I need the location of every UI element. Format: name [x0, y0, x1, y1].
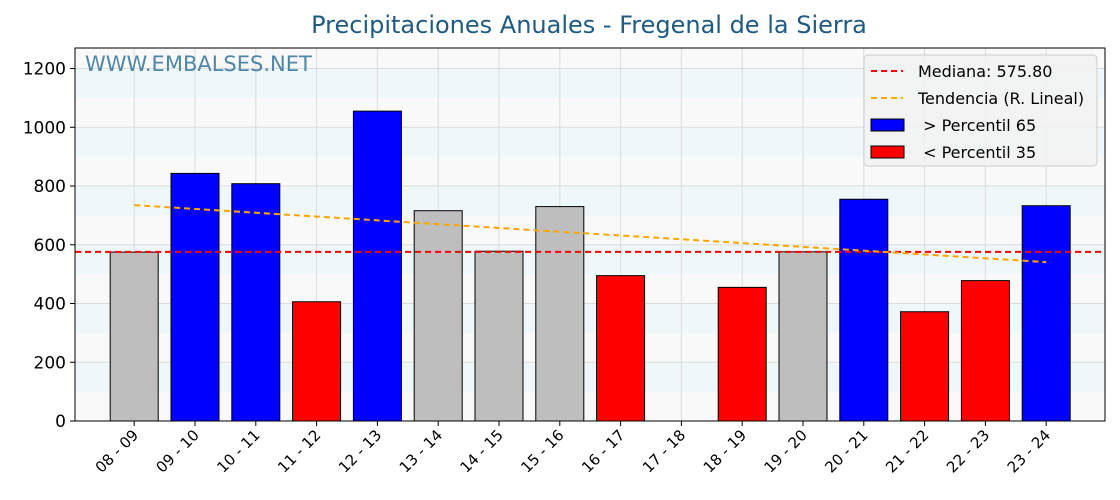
x-tick-label: 13 - 14 — [396, 426, 446, 476]
x-tick-label: 17 - 18 — [639, 426, 689, 476]
legend-above-swatch — [870, 118, 905, 132]
y-tick-label: 1000 — [23, 118, 66, 138]
legend-above-label: > Percentil 65 — [918, 116, 1036, 135]
chart-title: Precipitaciones Anuales - Fregenal de la… — [311, 11, 867, 39]
bar-22-23 — [960, 280, 1010, 422]
bar-23-24 — [1021, 205, 1071, 422]
bar-08-09 — [109, 251, 159, 422]
background-band — [75, 303, 1105, 333]
legend-below-label: < Percentil 35 — [918, 143, 1036, 162]
watermark: WWW.EMBALSES.NET — [85, 52, 312, 76]
y-tick-label: 0 — [55, 412, 66, 432]
x-tick-label: 12 - 13 — [335, 426, 385, 476]
bar-20-21 — [839, 198, 889, 422]
bar-14-15 — [474, 250, 524, 422]
x-tick-label: 08 - 09 — [92, 426, 142, 476]
x-tick-label: 16 - 17 — [578, 426, 628, 476]
x-tick-label: 10 - 11 — [213, 426, 263, 476]
plot-frame — [74, 47, 1106, 422]
bar-16-17 — [596, 275, 646, 422]
bar-21-22 — [900, 311, 950, 422]
x-tick-label: 11 - 12 — [274, 426, 324, 476]
y-tick-label: 800 — [34, 177, 66, 197]
bars — [109, 110, 1071, 422]
x-tick-label: 21 - 22 — [882, 426, 932, 476]
legend-below-swatch — [870, 145, 905, 159]
bar-19-20 — [778, 251, 828, 422]
x-axis: 08 - 09 09 - 10 10 - 11 11 - 12 12 - 13 13 - … — [92, 421, 1054, 476]
bar-12-13 — [352, 110, 402, 422]
y-tick-label: 600 — [34, 236, 66, 256]
legend: Mediana: 575.80 Tendencia (R. Lineal) > P… — [863, 54, 1098, 167]
background-band — [75, 244, 1105, 275]
bar-15-16 — [535, 206, 585, 422]
legend-trend-label: Tendencia (R. Lineal) — [917, 89, 1084, 108]
x-tick-label: 20 - 21 — [821, 426, 871, 476]
x-tick-label: 22 - 23 — [943, 426, 993, 476]
bar-13-14 — [413, 210, 463, 422]
x-tick-label: 09 - 10 — [153, 426, 203, 476]
legend-box — [863, 54, 1098, 167]
y-tick-label: 200 — [34, 353, 66, 373]
bar-09-10 — [170, 172, 220, 422]
bar-18-19 — [717, 286, 767, 422]
background-band — [75, 362, 1105, 392]
x-tick-label: 23 - 24 — [1004, 426, 1054, 476]
bar-10-11 — [231, 183, 281, 422]
bar-11-12 — [292, 301, 342, 422]
x-tick-label: 19 - 20 — [761, 426, 811, 476]
x-tick-label: 18 - 19 — [700, 426, 750, 476]
x-tick-label: 15 - 16 — [517, 426, 567, 476]
y-tick-label: 1200 — [23, 60, 66, 80]
y-axis: 0 200 400 600 800 1000 1200 — [23, 60, 75, 432]
y-tick-label: 400 — [34, 295, 66, 315]
trend-line — [134, 204, 1047, 264]
legend-median-label: Mediana: 575.80 — [918, 62, 1052, 81]
x-tick-label: 14 - 15 — [457, 426, 507, 476]
